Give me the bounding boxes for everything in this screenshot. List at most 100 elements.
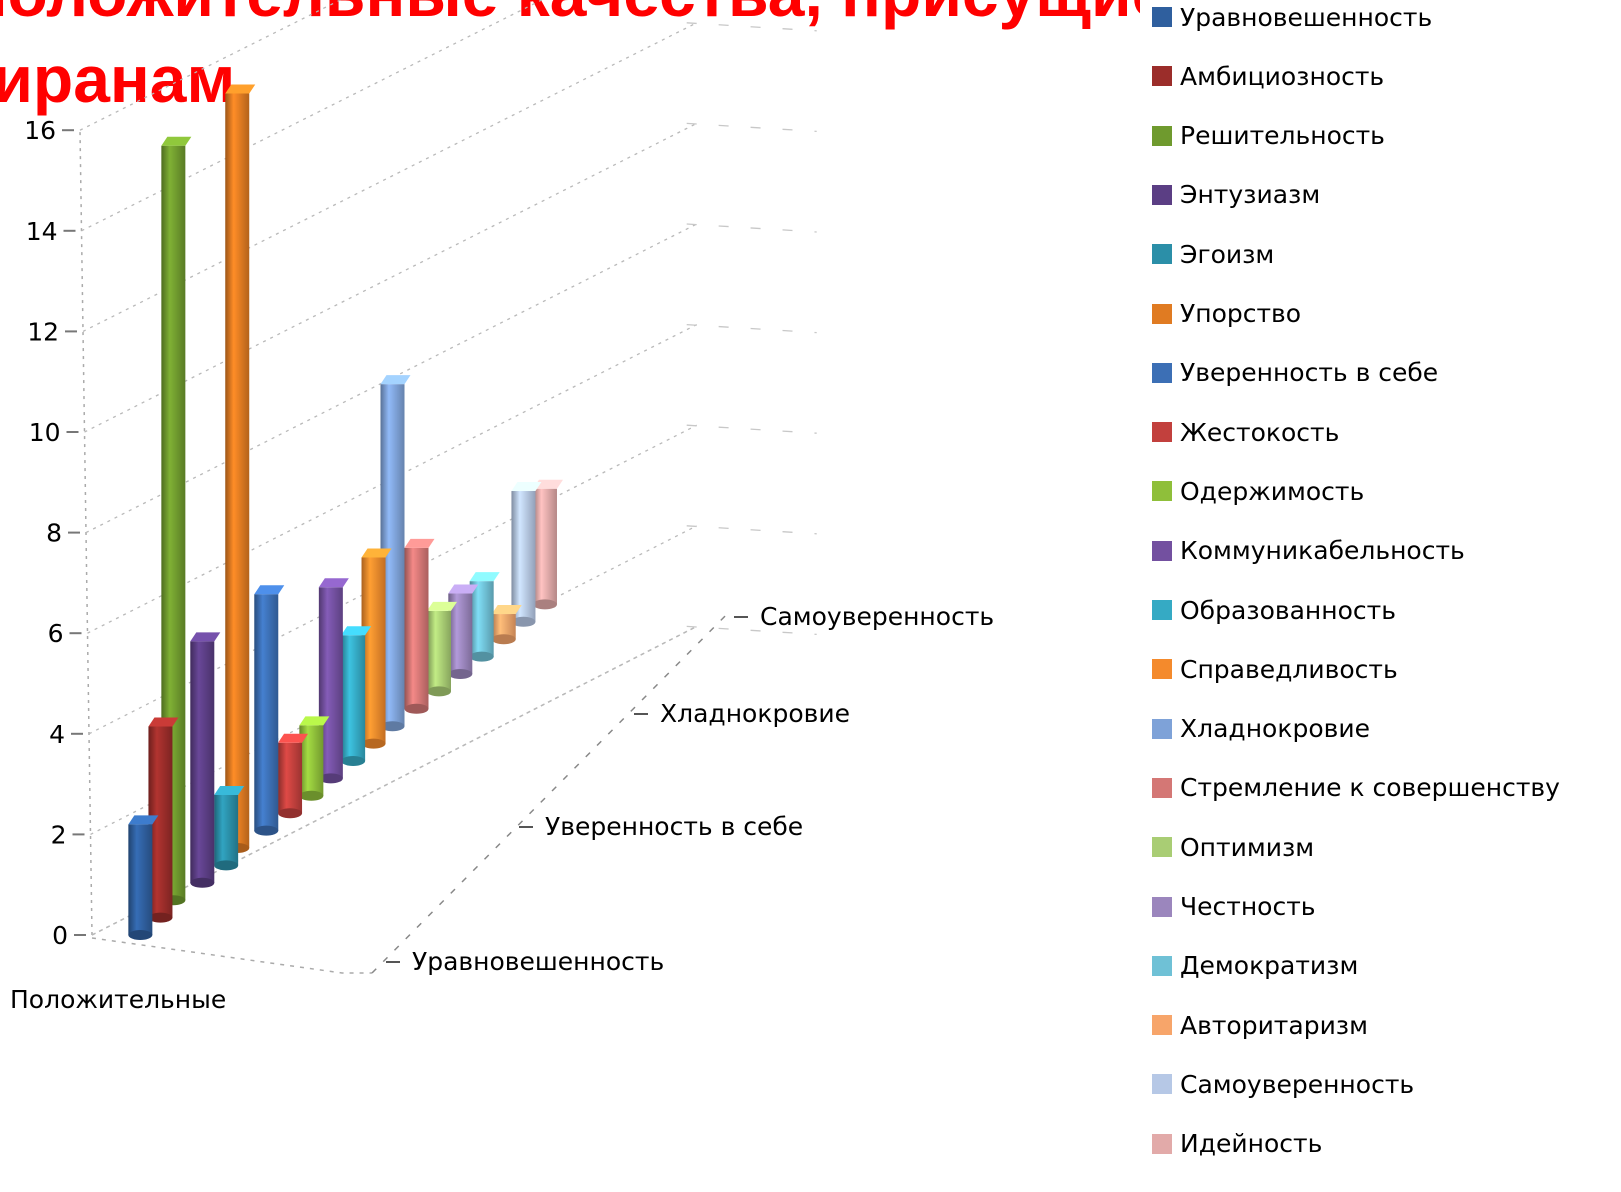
legend-swatch [1152, 362, 1172, 383]
legend-swatch [1152, 896, 1172, 917]
legend-item: Одержимость [1152, 474, 1364, 508]
bar-14 [404, 538, 435, 714]
legend-item: Оптимизм [1152, 830, 1314, 864]
gridline-back [686, 323, 817, 334]
legend-item: Справедливость [1152, 652, 1398, 686]
bar-15 [427, 601, 457, 697]
legend-item: Энтузиазм [1152, 178, 1320, 212]
legend-item: Честность [1152, 890, 1316, 924]
bar-base [469, 651, 494, 662]
bar-top [161, 136, 192, 146]
bar-body [278, 742, 303, 814]
depth-axis-line [371, 613, 728, 974]
legend-label: Решительность [1180, 121, 1385, 151]
bar-base [511, 616, 536, 627]
legend-item: Авторитаризм [1152, 1008, 1368, 1042]
y-tick-label: 16 [24, 116, 56, 145]
bar-1 [128, 815, 159, 940]
bar-body [214, 794, 239, 866]
bar-base [532, 599, 557, 610]
legend-label: Справедливость [1180, 654, 1398, 684]
slide-title: Положительные качества, присущие тиранам [0, 0, 1140, 116]
bar-base [299, 790, 324, 801]
legend-item: Упорство [1152, 297, 1301, 331]
legend-swatch [1152, 837, 1172, 858]
bar-top [341, 626, 372, 636]
bar-top [254, 585, 285, 595]
gridline-back [686, 22, 817, 32]
legend-label: Стремление к совершенству [1180, 773, 1560, 803]
y-tick-label: 10 [29, 418, 61, 447]
gridline-back [686, 122, 817, 133]
legend-item: Коммуникабельность [1152, 534, 1465, 568]
legend-swatch [1152, 659, 1172, 680]
gridline-back [686, 625, 817, 636]
legend-swatch [1152, 481, 1172, 502]
bar-8 [278, 733, 309, 819]
bar-body [361, 557, 386, 744]
gridline [85, 223, 697, 534]
bar-body [491, 614, 516, 640]
bar-top [299, 716, 330, 726]
legend-swatch [1152, 718, 1172, 739]
bar-12 [361, 548, 392, 749]
legend-label: Самоуверенность [1180, 1069, 1415, 1099]
y-tick-label: 0 [52, 921, 68, 950]
bar-body [469, 581, 494, 657]
y-tick-label: 12 [27, 317, 59, 346]
bar-base [128, 930, 153, 940]
bar-body [225, 93, 250, 848]
bar-base [380, 721, 405, 732]
bar-body [128, 824, 153, 935]
legend-swatch [1152, 1074, 1172, 1095]
legend-label: Амбициозность [1180, 61, 1385, 91]
legend-label: Оптимизм [1180, 832, 1315, 862]
legend-label: Честность [1180, 892, 1316, 921]
legend-label: Энтузиазм [1180, 180, 1321, 210]
gridline [87, 324, 697, 634]
bar-top [469, 572, 500, 582]
legend-label: Упорство [1180, 299, 1302, 328]
depth-axis-label: Уверенность в себе [545, 812, 803, 841]
legend-label: Авторитаризм [1180, 1010, 1368, 1040]
bar-body [511, 491, 536, 622]
bar-base [318, 773, 343, 784]
legend-item: Образованность [1152, 593, 1396, 627]
bar-top [532, 479, 563, 489]
gridline [79, 0, 342, 131]
bar-top [225, 84, 256, 94]
bar-20 [532, 479, 563, 610]
bar-19 [511, 482, 542, 627]
bar-base [214, 860, 239, 871]
bar-top [318, 578, 349, 588]
legend-label: Одержимость [1180, 476, 1365, 506]
legend-label: Уверенность в себе [1180, 358, 1439, 388]
y-tick-label: 4 [49, 720, 65, 749]
bar-body [190, 641, 215, 883]
bar-top [404, 538, 435, 548]
legend-swatch [1152, 955, 1172, 976]
bar-body [341, 635, 366, 761]
bar-base [148, 912, 173, 923]
legend-item: Жестокость [1152, 415, 1339, 449]
bar-17 [469, 572, 500, 662]
legend-label: Уравновешенность [1180, 2, 1433, 32]
axis-labels: Положительные Уравновешенность Уверенность… [10, 602, 994, 1014]
gridline-back [686, 223, 817, 233]
bar-body [532, 488, 557, 605]
legend-item: Самоуверенность [1152, 1067, 1414, 1101]
legend-label: Образованность [1180, 595, 1396, 625]
bar-top [511, 482, 542, 492]
legend-swatch [1152, 422, 1172, 443]
depth-axis-label: Уравновешенность [412, 947, 664, 976]
bar-11 [341, 626, 372, 766]
legend-item: Демократизм [1152, 949, 1358, 983]
bar-base [254, 825, 279, 836]
legend-swatch [1152, 600, 1172, 620]
bar-body [404, 547, 429, 709]
legend-swatch [1152, 777, 1172, 798]
bar-10 [318, 578, 349, 784]
bar-top [148, 717, 179, 727]
y-tick-label: 8 [46, 519, 62, 548]
legend-swatch [1152, 7, 1172, 27]
